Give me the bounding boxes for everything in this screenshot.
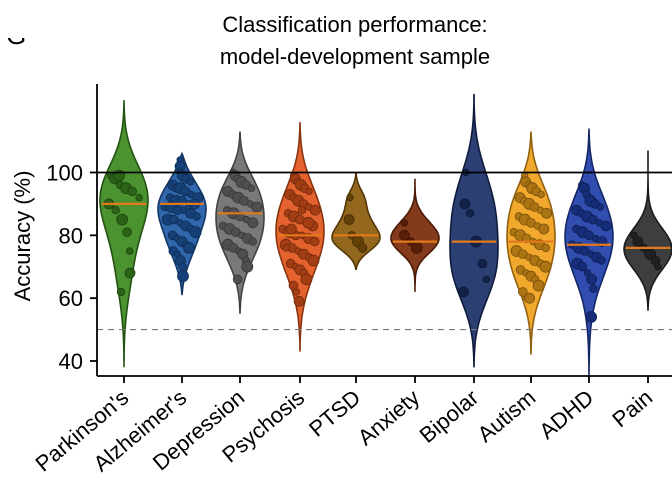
data-point [343,214,355,226]
violin-adhd [564,128,614,376]
violin-body [390,178,440,292]
data-point [532,279,545,292]
data-point [251,201,263,213]
data-point [596,203,605,211]
data-point [124,267,136,279]
data-point [600,220,612,232]
data-point [300,273,313,286]
data-point [400,219,409,227]
data-point [589,284,598,293]
data-point [116,213,128,226]
data-point [248,237,257,246]
data-point [293,295,305,307]
x-category-label: Pain [607,385,657,432]
violin-alzheimer-s [157,151,207,296]
y-tick-label: 100 [46,160,83,185]
data-point [517,287,528,297]
data-point [305,187,313,195]
data-point [541,207,552,219]
data-point [459,198,471,210]
data-point [482,275,491,283]
chart-title-line-2: model-development sample [220,44,490,69]
data-point [135,193,143,202]
violin-layer [99,93,672,376]
data-point [297,205,307,215]
data-point [588,214,598,225]
violin-body [449,93,499,368]
y-tick-label: 40 [59,349,83,374]
data-point [539,260,552,273]
data-point [654,263,662,271]
data-point [241,260,254,273]
data-point [309,204,321,216]
data-point [178,262,187,271]
data-point [247,217,259,229]
reference-lines [97,171,672,331]
violin-depression [215,131,265,314]
data-point [410,241,423,254]
data-point [465,209,475,218]
violin-pain [623,150,672,311]
data-point [541,243,550,253]
violin-bipolar [449,93,499,368]
x-category-label: Bipolar [415,385,484,448]
data-point [127,186,137,197]
data-point [302,216,315,229]
data-point [177,270,189,283]
data-point [125,247,134,255]
data-point [282,244,290,252]
data-point [398,229,410,241]
data-point [458,286,469,298]
data-point [122,227,132,238]
data-point [111,205,120,215]
violin-anxiety [390,178,440,292]
y-tick-label: 80 [59,223,83,248]
x-category-label: Anxiety [353,385,424,451]
data-point [586,273,597,285]
violin-ptsd [331,172,381,271]
data-point [247,184,256,192]
violin-body [623,150,672,311]
x-category-label: Autism [473,385,541,447]
data-point [585,311,597,323]
x-category-label: ADHD [534,385,598,444]
data-point [357,243,368,253]
data-point [292,288,301,296]
data-point [309,236,320,247]
panel-corner-mark: G [6,20,26,50]
data-point [186,178,195,186]
violin-autism [506,131,556,355]
data-point [189,226,202,239]
violin-body [331,172,381,271]
y-axis-label: Accuracy (%) [10,171,35,302]
violin-body [215,131,265,314]
chart-title-line-1: Classification performance: [222,12,487,37]
violin-psychosis [275,122,325,352]
data-point [232,274,243,285]
data-point [537,190,545,199]
data-point [346,193,354,202]
data-point [116,287,126,297]
data-point [538,223,550,235]
data-point [307,254,320,267]
data-point [285,223,297,235]
data-point [183,241,195,254]
violin-parkinson-s [99,100,149,368]
data-point [477,258,488,269]
data-point [597,256,606,265]
y-tick-label: 60 [59,286,83,311]
data-point [192,212,201,221]
data-point [632,236,644,248]
data-point [584,230,594,241]
data-point [577,261,588,272]
data-point [524,292,535,304]
